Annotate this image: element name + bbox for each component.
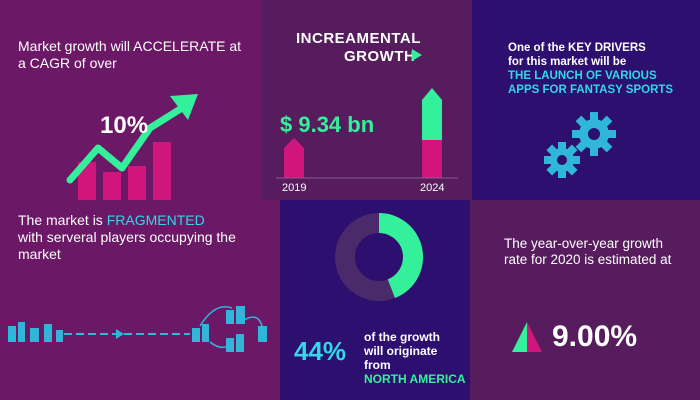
key-drivers-line2: for this market will be bbox=[508, 56, 627, 68]
incremental-value: $ 9.34 bn bbox=[280, 112, 375, 137]
yoy-value: 9.00% bbox=[552, 320, 638, 353]
building bbox=[192, 328, 200, 342]
yoy-growth-panel: The year-over-year growth rate for 2020 … bbox=[470, 200, 700, 400]
building bbox=[8, 326, 16, 342]
donut-hole bbox=[356, 234, 402, 280]
region-donut-chart bbox=[335, 213, 423, 301]
fragmented-highlight: FRAGMENTED bbox=[106, 212, 205, 228]
fragmented-text-before: The market is bbox=[18, 212, 107, 228]
building bbox=[226, 338, 234, 352]
region-desc-line2: will originate bbox=[364, 344, 438, 358]
growth-bar-2 bbox=[103, 172, 121, 200]
growth-bar-1 bbox=[78, 162, 96, 200]
building bbox=[236, 306, 245, 324]
region-share-panel: 44% of the growth will originate from NO… bbox=[280, 200, 470, 400]
triangle-up-icon bbox=[512, 322, 542, 352]
building bbox=[30, 328, 39, 342]
play-arrow-icon bbox=[412, 49, 422, 61]
growth-chart-graphic bbox=[66, 94, 198, 200]
fragmented-panel: The market is FRAGMENTED with serveral p… bbox=[0, 200, 280, 400]
gears-icon bbox=[544, 112, 616, 178]
network-arc bbox=[199, 306, 233, 327]
building bbox=[18, 322, 25, 342]
bar-2024-top bbox=[422, 88, 442, 140]
fragmented-line1: The market is FRAGMENTED bbox=[18, 212, 205, 229]
fragmented-line3: market bbox=[18, 246, 61, 262]
key-drivers-panel: One of the KEY DRIVERS for this market w… bbox=[472, 0, 700, 200]
building bbox=[258, 326, 267, 342]
key-drivers-line1: One of the KEY DRIVERS bbox=[508, 42, 646, 54]
building bbox=[226, 310, 234, 324]
cagr-heading: Market growth will ACCELERATE at a CAGR … bbox=[18, 38, 242, 71]
players-network-graphic bbox=[8, 306, 267, 352]
growth-bar-3 bbox=[128, 166, 146, 200]
bar-2019 bbox=[284, 138, 304, 178]
building bbox=[44, 324, 52, 342]
yoy-line2: rate for 2020 is estimated at bbox=[504, 252, 672, 267]
network-arc bbox=[209, 341, 229, 349]
cagr-value: 10% bbox=[100, 112, 149, 139]
network-arrow bbox=[116, 329, 124, 339]
region-desc-line3: from bbox=[364, 358, 391, 372]
bar-2024-bottom bbox=[422, 140, 442, 178]
region-name: NORTH AMERICA bbox=[364, 372, 466, 386]
yoy-line1: The year-over-year growth bbox=[504, 236, 664, 251]
growth-trend-line bbox=[66, 104, 186, 184]
building bbox=[236, 334, 244, 352]
building bbox=[56, 330, 63, 342]
growth-arrow-head bbox=[170, 94, 198, 120]
key-drivers-highlight1: THE LAUNCH OF VARIOUS bbox=[508, 70, 657, 82]
year-end-label: 2024 bbox=[420, 182, 445, 194]
region-desc-line1: of the growth bbox=[364, 330, 440, 344]
building bbox=[202, 324, 209, 342]
incremental-growth-panel: INCREAMENTAL GROWTH $ 9.34 bn 2019 2024 bbox=[262, 0, 472, 200]
incremental-title-line2: GROWTH bbox=[344, 48, 416, 65]
year-start-label: 2019 bbox=[282, 182, 307, 194]
incremental-bars-graphic bbox=[276, 88, 458, 179]
incremental-title-line1: INCREAMENTAL bbox=[296, 30, 421, 47]
region-percent: 44% bbox=[294, 336, 347, 366]
cagr-panel: Market growth will ACCELERATE at a CAGR … bbox=[0, 0, 262, 200]
key-drivers-highlight2: APPS FOR FANTASY SPORTS bbox=[508, 84, 674, 96]
donut-share-segment bbox=[335, 213, 423, 301]
fragmented-line2: with serveral players occupying the bbox=[18, 229, 236, 245]
network-arc bbox=[243, 316, 263, 327]
growth-bar-4 bbox=[153, 142, 171, 200]
